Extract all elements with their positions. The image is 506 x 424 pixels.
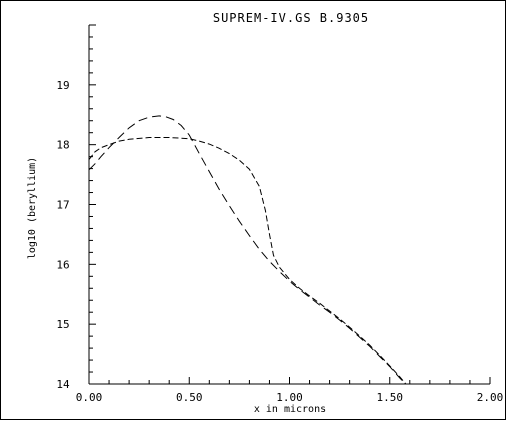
series-line-1 (88, 115, 407, 385)
y-tick-label: 19 (56, 79, 69, 92)
x-tick-label: 2.00 (477, 391, 504, 404)
series-lines (88, 115, 407, 385)
y-tick-label: 16 (56, 258, 69, 271)
y-tick-label: 14 (56, 378, 70, 391)
x-tick-label: 1.50 (377, 391, 404, 404)
y-tick-label: 15 (56, 318, 69, 331)
axes (88, 25, 490, 385)
x-tick-label: 0.50 (176, 391, 203, 404)
x-axis-label: x in microns (254, 404, 326, 415)
x-tick-label: 0.00 (76, 391, 103, 404)
tick-labels: 14 15 16 17 18 19 0.00 0.50 1.00 1.50 2.00 (56, 79, 503, 404)
series-line-2 (88, 137, 407, 385)
y-tick-label: 17 (56, 199, 69, 212)
chart-title: SUPREM-IV.GS B.9305 (213, 11, 369, 25)
x-tick-label: 1.00 (276, 391, 303, 404)
y-axis-label: log10 (beryllium) (27, 157, 38, 259)
ticks (88, 24, 491, 385)
y-tick-label: 18 (56, 139, 69, 152)
